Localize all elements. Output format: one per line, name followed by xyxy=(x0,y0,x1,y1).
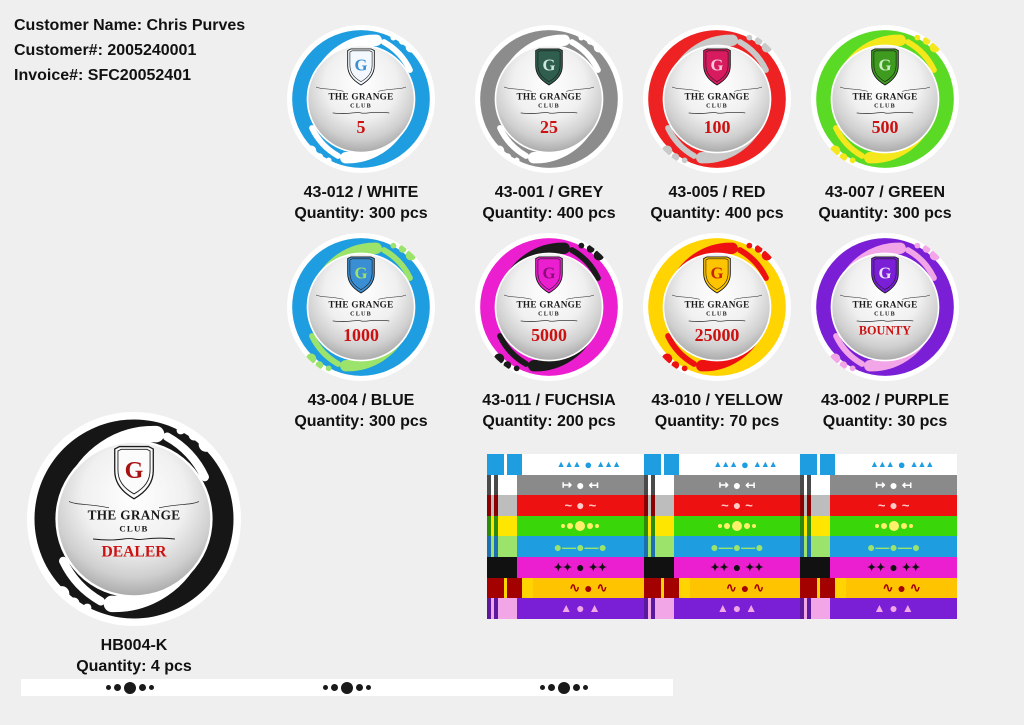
svg-text:G: G xyxy=(711,264,724,283)
svg-text:1000: 1000 xyxy=(343,325,379,345)
svg-text:THE GRANGE: THE GRANGE xyxy=(852,299,917,309)
svg-text:THE GRANGE: THE GRANGE xyxy=(516,91,581,101)
svg-text:THE GRANGE: THE GRANGE xyxy=(328,91,393,101)
svg-text:CLUB: CLUB xyxy=(706,312,728,318)
svg-text:DEALER: DEALER xyxy=(102,543,168,560)
svg-text:G: G xyxy=(543,264,556,283)
svg-text:CLUB: CLUB xyxy=(706,104,728,110)
svg-text:G: G xyxy=(125,458,144,484)
svg-text:CLUB: CLUB xyxy=(350,312,372,318)
svg-text:CLUB: CLUB xyxy=(538,312,560,318)
svg-text:THE GRANGE: THE GRANGE xyxy=(328,299,393,309)
svg-text:THE GRANGE: THE GRANGE xyxy=(684,91,749,101)
svg-text:THE GRANGE: THE GRANGE xyxy=(88,508,181,523)
svg-text:CLUB: CLUB xyxy=(538,104,560,110)
svg-text:G: G xyxy=(355,264,368,283)
svg-text:G: G xyxy=(879,264,892,283)
svg-text:CLUB: CLUB xyxy=(350,104,372,110)
svg-text:5: 5 xyxy=(357,117,366,137)
svg-text:THE GRANGE: THE GRANGE xyxy=(684,299,749,309)
svg-text:500: 500 xyxy=(872,117,899,137)
svg-text:25000: 25000 xyxy=(695,325,740,345)
svg-text:5000: 5000 xyxy=(531,325,567,345)
svg-text:CLUB: CLUB xyxy=(874,312,896,318)
svg-text:25: 25 xyxy=(540,117,558,137)
svg-text:BOUNTY: BOUNTY xyxy=(859,324,911,338)
svg-text:100: 100 xyxy=(704,117,731,137)
svg-text:G: G xyxy=(711,56,724,75)
svg-text:G: G xyxy=(543,56,556,75)
svg-text:G: G xyxy=(879,56,892,75)
svg-text:THE GRANGE: THE GRANGE xyxy=(852,91,917,101)
svg-text:CLUB: CLUB xyxy=(119,523,148,533)
svg-text:G: G xyxy=(355,56,368,75)
svg-text:THE GRANGE: THE GRANGE xyxy=(516,299,581,309)
svg-text:CLUB: CLUB xyxy=(874,104,896,110)
